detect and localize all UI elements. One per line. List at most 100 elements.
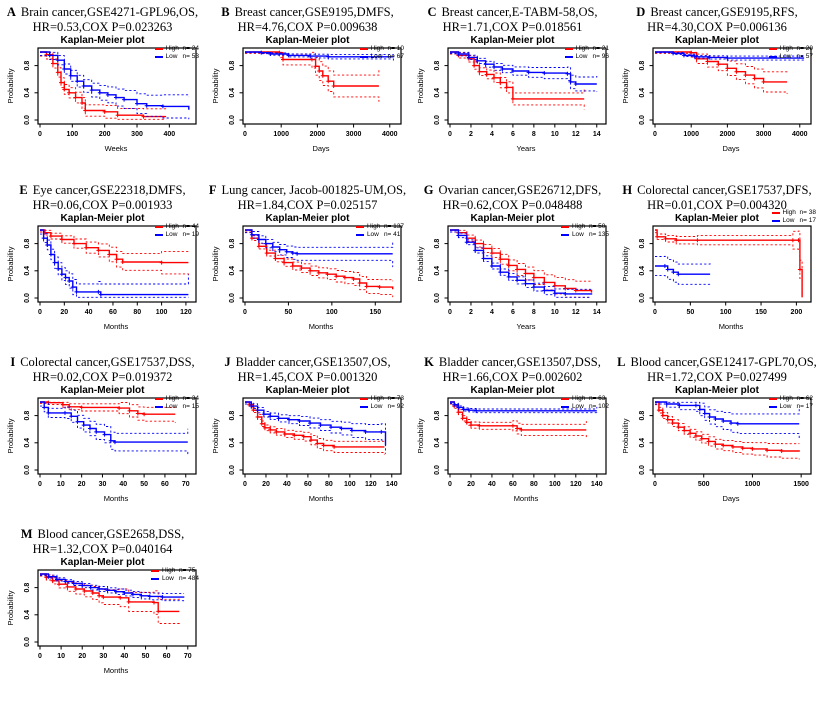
plot-frame [652,225,812,303]
x-tick-label: 140 [591,481,603,488]
legend-low-label: Low [165,403,178,410]
low-ci-lower [40,54,190,120]
censor-mark [326,54,331,59]
legend-high-n: n= 137 [383,223,404,230]
censor-mark [339,426,344,431]
censor-mark [325,272,330,277]
panel-letter: G [423,183,434,197]
x-tick-label: 20 [262,481,270,488]
censor-mark [255,408,260,413]
x-tick-label: 500 [698,481,710,488]
low-ci-upper [40,229,189,285]
x-axis-label: Months [719,322,744,331]
legend-high-n: n= 63 [588,395,606,402]
censor-mark [307,421,312,426]
legend-low-row: Low n= 53 [154,53,199,61]
plot-subtitle: Kaplan-Meier plot [60,557,145,568]
plot-legend: High n= 73 Low n= 92 [359,395,404,411]
censor-mark [573,81,578,86]
x-tick-label: 14 [593,131,601,138]
x-axis-label: Months [309,322,334,331]
x-axis-label: Months [104,494,129,503]
plot-subtitle: Kaplan-Meier plot [470,213,555,224]
legend-low-n: n= 484 [178,575,199,582]
x-tick-label: 140 [386,481,398,488]
censor-mark [492,75,497,80]
legend-high-label: High [165,45,179,52]
legend-high-row: High n= 21 [564,45,609,53]
plot-subtitle: Kaplan-Meier plot [675,35,759,46]
censor-mark [59,272,64,277]
x-tick-label: 4000 [792,131,808,138]
censor-mark [504,85,509,90]
panel-letter: D [636,5,646,19]
censor-mark [721,419,726,424]
censor-mark [97,586,102,591]
censor-mark [117,406,122,411]
censor-mark [750,446,755,451]
y-tick-label: 0.0 [229,465,236,475]
plot-frame [242,225,402,303]
censor-mark [251,408,256,413]
y-tick-label: 0.4 [639,88,646,98]
y-tick-label: 0.0 [24,637,31,647]
x-tick-label: 8 [532,309,536,316]
censor-mark [44,575,49,580]
legend-low-n: n= 41 [383,231,401,238]
y-tick-label: 0.4 [639,438,646,448]
censor-mark [676,272,681,277]
plot-legend: High n= 38 Low n= 17 [771,209,816,225]
censor-mark [515,278,520,283]
km-plot: 0 20 40 60 80 100 120 140 0.0 0.4 0.8 Probability Mo… [211,397,402,503]
censor-mark [94,429,99,434]
censor-mark [707,414,712,419]
plot-subtitle: Kaplan-Meier plot [60,35,145,46]
high-ci-upper [40,573,180,600]
x-tick-label: 70 [182,481,190,488]
panel-title-stats: HR=1.84,COX P=0.025157 [237,197,378,212]
legend-high-label: High [165,395,179,402]
censor-mark [255,414,260,419]
plot-subtitle: Kaplan-Meier plot [265,385,350,396]
legend-low-row: Low n= 92 [359,403,404,411]
legend-high-row: High n= 20 [768,45,813,53]
low-line-swatch [359,56,368,58]
panel-title-text: Colorectal cancer,GSE17537,DFS, [637,183,812,197]
x-tick-label: 6 [511,309,515,316]
legend-low-n: n= 92 [387,403,404,410]
y-tick-label: 0.4 [434,266,441,276]
censor-mark [552,283,557,288]
y-tick-label: 0.4 [229,88,236,98]
censor-mark [456,410,461,415]
low-ci-upper [245,401,386,438]
censor-mark [489,264,494,269]
censor-mark [282,260,287,265]
x-tick-label: 50 [686,309,694,316]
panel-letter: L [617,355,626,369]
censor-mark [332,444,337,449]
censor-mark [71,581,76,586]
legend-low-row: Low n= 57 [768,53,813,61]
censor-mark [273,256,278,261]
legend-high-n: n= 20 [796,45,813,52]
high-ci-lower [450,231,592,298]
censor-mark [88,585,93,590]
y-axis-label: Probability [6,246,15,281]
panel-title-text: Breast cancer,GSE9195,DMFS, [234,5,394,19]
plot-frame [37,225,197,303]
censor-mark [247,402,252,407]
high-ci-upper [40,51,167,110]
censor-mark [147,594,152,599]
censor-mark [342,275,347,280]
censor-mark [89,88,94,93]
censor-mark [695,238,700,243]
censor-mark [472,63,477,68]
x-tick-label: 60 [163,653,171,660]
censor-mark [713,442,718,447]
censor-mark [63,275,68,280]
x-tick-label: 6 [511,131,515,138]
x-tick-label: 100 [720,309,732,316]
censor-mark [139,593,144,598]
censor-mark [264,251,269,256]
panel-letter: M [20,527,33,541]
